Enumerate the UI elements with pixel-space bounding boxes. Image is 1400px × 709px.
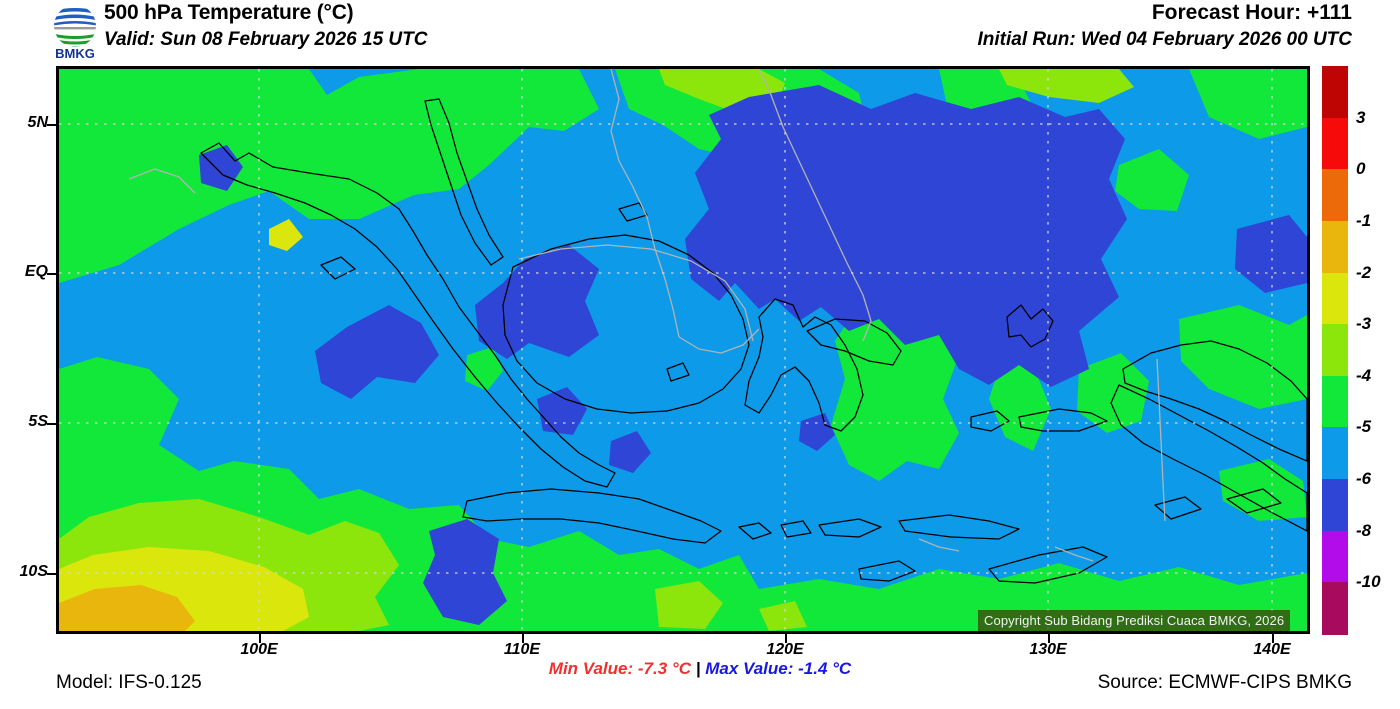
bmkg-logo: BMKG — [44, 4, 106, 61]
y-axis-label-eq: EQ — [24, 263, 48, 280]
y-axis-label-5s: 5S — [28, 413, 48, 430]
country-borders — [128, 69, 1166, 562]
min-value-label: Min Value: -7.3 °C — [548, 659, 691, 678]
colorbar-label-minus2: -2 — [1356, 262, 1372, 282]
coastlines — [200, 98, 1307, 584]
y-axis-tick-5n — [47, 124, 56, 126]
forecast-hour-label: Forecast Hour: +111 — [1151, 1, 1352, 24]
colorbar-band-5 — [1322, 324, 1348, 377]
x-axis-label-130e: 130E — [1029, 641, 1067, 658]
max-value-label: Max Value: -1.4 °C — [705, 659, 852, 678]
colorbar-band-9 — [1322, 530, 1348, 583]
x-axis-tick-110e — [522, 634, 524, 643]
colorbar-band-7 — [1322, 427, 1348, 480]
valid-time-label: Valid: Sun 08 February 2026 15 UTC — [104, 29, 428, 50]
colorbar-label-minus1: -1 — [1356, 210, 1372, 230]
x-axis-tick-120e — [785, 634, 787, 643]
y-axis-tick-5s — [47, 423, 56, 425]
colorbar-band-8 — [1322, 479, 1348, 532]
colorbar-label-minus5: -5 — [1356, 417, 1372, 437]
colorbar-band-3 — [1322, 220, 1348, 274]
colorbar-label-minus8: -8 — [1356, 520, 1372, 540]
y-axis-label-5n: 5N — [27, 114, 48, 131]
min-max-values: Min Value: -7.3 °C | Max Value: -1.4 °C — [549, 659, 851, 679]
source-label: Source: ECMWF-CIPS BMKG — [1097, 672, 1352, 693]
model-label: Model: IFS-0.125 — [56, 672, 202, 693]
colorbar-label-minus4: -4 — [1356, 365, 1372, 385]
colorbar-band-2 — [1322, 169, 1348, 222]
colorbar-label-3: 3 — [1356, 107, 1366, 127]
copyright-watermark: Copyright Sub Bidang Prediksi Cuaca BMKG… — [978, 610, 1291, 631]
contour-band-minus2 — [59, 585, 195, 631]
colorbar-band-0 — [1322, 66, 1348, 119]
map-gridlines — [59, 69, 1307, 631]
y-axis-tick-eq — [47, 273, 56, 275]
x-axis-label-110e: 110E — [503, 641, 541, 658]
colorbar-label-minus3: -3 — [1356, 314, 1372, 334]
temperature-colorbar[interactable] — [1322, 66, 1348, 635]
colorbar-label-minus10: -10 — [1356, 572, 1381, 592]
min-max-separator: | — [695, 659, 701, 678]
colorbar-label-minus6: -6 — [1356, 469, 1372, 489]
y-axis-tick-10s — [47, 573, 56, 575]
temperature-contour-field — [59, 69, 1307, 631]
x-axis-label-120e: 120E — [766, 641, 804, 658]
colorbar-band-10 — [1322, 582, 1348, 635]
page-title: 500 hPa Temperature (°C) — [104, 1, 354, 24]
colorbar-label-0: 0 — [1356, 159, 1366, 179]
y-axis-label-10s: 10S — [19, 563, 48, 580]
x-axis-tick-100e — [259, 634, 261, 643]
colorbar-band-4 — [1322, 272, 1348, 325]
x-axis-label-140e: 140E — [1253, 641, 1291, 658]
forecast-map[interactable] — [56, 66, 1310, 634]
colorbar-band-1 — [1322, 117, 1348, 170]
x-axis-label-100e: 100E — [240, 641, 278, 658]
colorbar-band-6 — [1322, 375, 1348, 429]
x-axis-tick-130e — [1048, 634, 1050, 643]
copyright-text: Copyright Sub Bidang Prediksi Cuaca BMKG… — [984, 613, 1285, 628]
initial-run-label: Initial Run: Wed 04 February 2026 00 UTC — [977, 29, 1352, 50]
bmkg-logo-text: BMKG — [55, 46, 95, 60]
x-axis-tick-140e — [1272, 634, 1274, 643]
